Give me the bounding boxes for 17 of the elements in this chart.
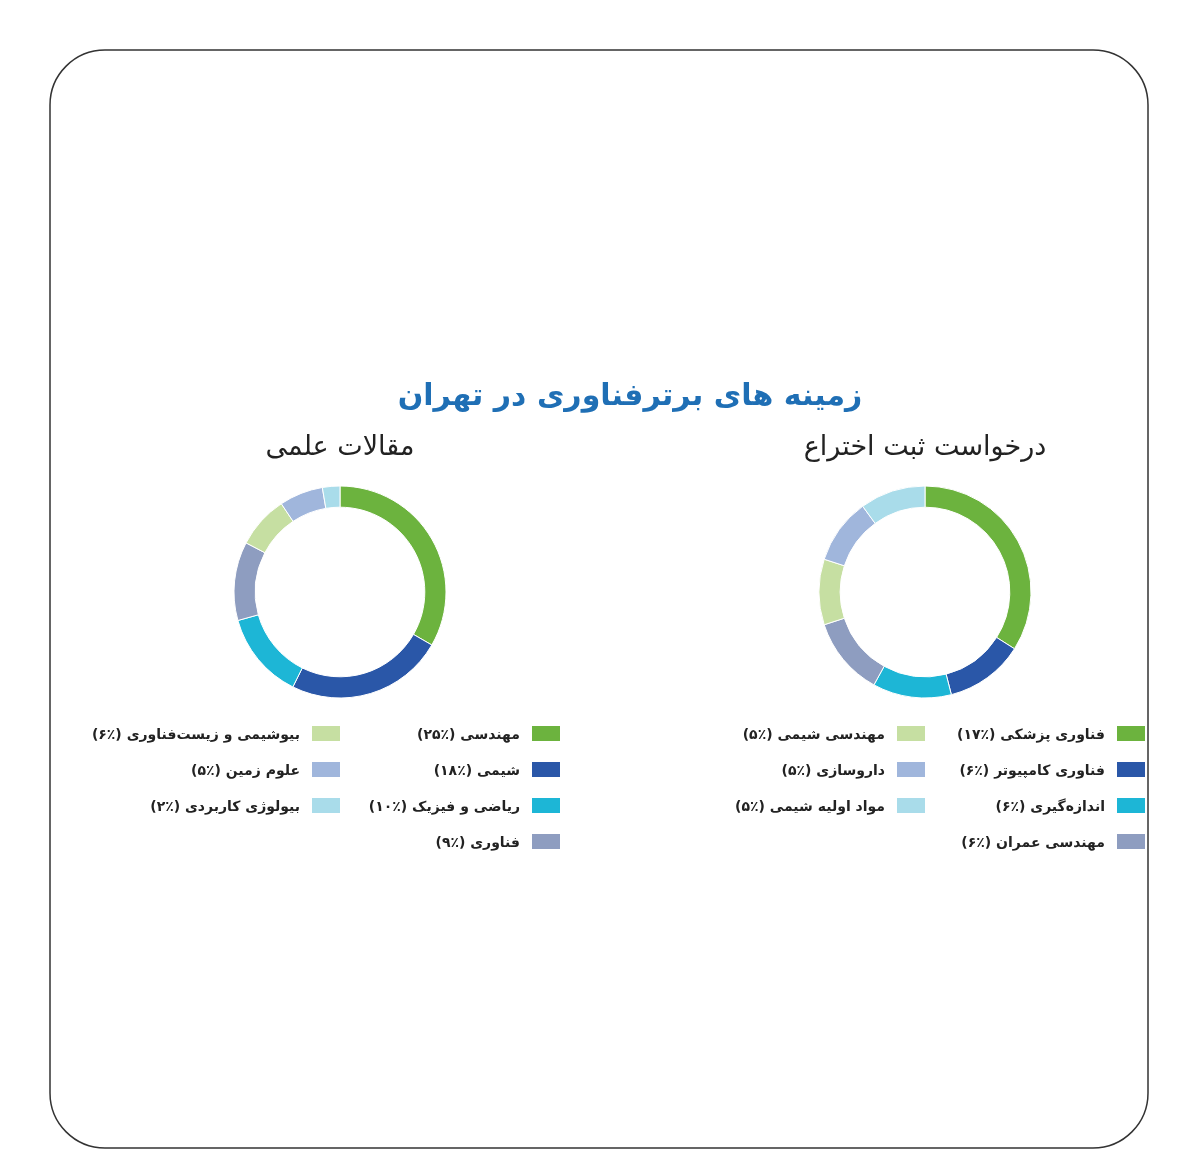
legend-label: مهندسی (٪۲۵) — [417, 726, 520, 743]
chart-title: زمینه های برترفناوری در تهران — [397, 377, 863, 413]
legend-label: بیولوژی کاربردی (٪۲) — [150, 798, 300, 815]
legend-label: شیمی (٪۱۸) — [433, 762, 520, 778]
legend-label: مواد اولیه شیمی (٪۵) — [735, 798, 885, 815]
legend-label: داروسازی (٪۵) — [781, 762, 885, 779]
legend-label: اندازه‌گیری (٪۶) — [995, 798, 1105, 815]
legend-label: مهندسی شیمی (٪۵) — [742, 726, 885, 743]
legend-label: مهندسی عمران (٪۶) — [961, 834, 1105, 851]
legend-label: فناوری پزشکی (٪۱۷) — [957, 726, 1105, 743]
legend-label: علوم زمین (٪۵) — [190, 762, 300, 779]
chart-subtitle: درخواست ثبت اختراع — [803, 430, 1047, 462]
legend-label: فناوری کامپیوتر (٪۶) — [959, 762, 1105, 779]
legend-label: فناوری (٪۹) — [435, 834, 520, 851]
legend-label: بیوشیمی و زیست‌فناوری (٪۶) — [91, 726, 300, 743]
legend-label: ریاضی و فیزیک (٪۱۰) — [368, 798, 520, 815]
chart-subtitle: مقالات علمی — [265, 430, 415, 461]
